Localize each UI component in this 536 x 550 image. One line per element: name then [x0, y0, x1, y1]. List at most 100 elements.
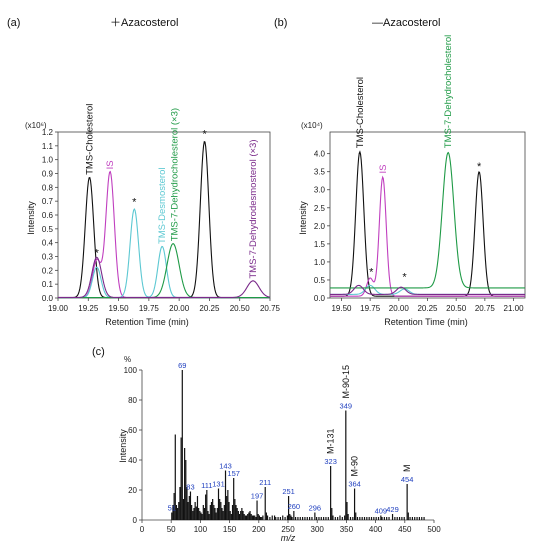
series-line-3 — [330, 151, 525, 289]
y-tick-label: 0 — [133, 516, 138, 525]
y-tick-label: 2.5 — [314, 204, 326, 213]
series-line-0 — [330, 150, 525, 297]
mz-peak-label: 296 — [309, 504, 322, 513]
mz-peak-label: 143 — [219, 462, 232, 471]
x-tick-label: 20.25 — [199, 304, 220, 313]
mz-peak-label: 211 — [259, 478, 271, 487]
peak-label: TMS-7-Dehydrocholesterol — [443, 35, 454, 149]
panel-a-subtitle: ＋Azacosterol — [110, 17, 178, 29]
panel-c-x-axis-label: m/z — [281, 533, 296, 543]
series-line-2 — [330, 284, 525, 295]
series-line-1 — [330, 175, 525, 297]
x-tick-label: 19.75 — [360, 304, 381, 313]
mz-peak-label: 111 — [201, 481, 212, 490]
x-tick-label: 0 — [140, 525, 145, 534]
panel-a-plot: 0.0 0.1 0.2 0.3 0.4 0.5 0.6 0.7 0.8 0.9 1.0 1.1 1.2 1… — [42, 104, 281, 313]
y-tick-label: 0.5 — [42, 225, 54, 234]
panel-a-x-axis-label: Retention Time (min) — [105, 317, 189, 327]
fragment-label: M-90-15 — [341, 365, 351, 399]
mz-peak-label: 83 — [186, 483, 194, 492]
y-tick-label: 20 — [128, 486, 137, 495]
x-tick-label: 500 — [427, 525, 441, 534]
x-tick-label: 400 — [369, 525, 383, 534]
mz-peak-label: 323 — [324, 457, 337, 466]
x-tick-label: 250 — [281, 525, 295, 534]
x-tick-label: 450 — [398, 525, 412, 534]
x-tick-label: 19.50 — [109, 304, 130, 313]
x-tick-label: 150 — [223, 525, 237, 534]
mz-peak-label: 429 — [386, 505, 399, 514]
y-tick-label: 1.2 — [42, 128, 54, 137]
panel-c-label: (c) — [92, 346, 105, 358]
y-tick-label: 0.2 — [42, 266, 54, 275]
x-tick-label: 20.50 — [446, 304, 467, 313]
y-tick-label: 0.9 — [42, 170, 54, 179]
panel-a: (a) ＋Azacosterol (x10⁶) Intensity Retent… — [7, 17, 281, 327]
x-tick-label: 20.00 — [389, 304, 410, 313]
mz-peak-label: 260 — [288, 502, 301, 511]
panel-c-plot: 0 20 40 60 80 100 0 50 100 150 200 250 300 350 400 450 5… — [124, 361, 442, 534]
peak-asterisk: * — [95, 248, 100, 260]
x-tick-label: 20.00 — [169, 304, 190, 313]
x-tick-label: 20.25 — [417, 304, 438, 313]
y-tick-label: 0.4 — [42, 239, 54, 248]
mz-peak-label: 51 — [168, 504, 176, 513]
panel-b-x-axis-label: Retention Time (min) — [384, 317, 468, 327]
panel-a-y-axis-label: Intensity — [26, 201, 36, 235]
fragment-label: M — [402, 465, 412, 473]
mz-peak-label: 364 — [348, 480, 361, 489]
panel-c-y-axis-label: Intensity — [118, 429, 128, 463]
mz-peak-label: 131 — [212, 480, 225, 489]
panel-b-label: (b) — [274, 17, 287, 29]
x-tick-label: 50 — [167, 525, 176, 534]
panel-a-label: (a) — [7, 17, 20, 29]
panel-b-plot: 0.0 0.5 1.0 1.5 2.0 2.5 3.0 3.5 4.0 19.50 19.75 20.… — [314, 35, 526, 313]
mz-peak-label: 251 — [282, 487, 295, 496]
x-tick-label: 350 — [340, 525, 354, 534]
peak-label: TMS-7-Dehydrocholesterol (×3) — [169, 108, 180, 241]
peak-label: TMS-Cholesterol — [355, 77, 366, 148]
y-tick-label: 1.1 — [42, 142, 54, 151]
peak-label: IS — [378, 165, 389, 174]
y-tick-label: 0.7 — [42, 197, 54, 206]
y-tick-label: 0.8 — [42, 183, 54, 192]
peak-label: TMS-Desmosterol — [157, 168, 168, 245]
y-tick-label: 60 — [128, 426, 137, 435]
peak-asterisk: * — [132, 196, 137, 208]
panel-c-percent-label: % — [124, 355, 131, 364]
y-tick-label: 0.0 — [42, 294, 54, 303]
x-tick-label: 19.75 — [139, 304, 160, 313]
mz-peak-label: 454 — [401, 475, 414, 484]
y-tick-label: 0.3 — [42, 253, 54, 262]
x-tick-label: 20.75 — [475, 304, 496, 313]
peak-asterisk: * — [202, 129, 207, 141]
peak-label: TMS-Cholesterol — [84, 104, 95, 175]
peak-asterisk: * — [369, 267, 374, 279]
peak-asterisk: * — [402, 272, 407, 284]
mz-peak-label: 197 — [251, 492, 264, 501]
y-tick-label: 4.0 — [314, 150, 326, 159]
y-tick-label: 2.0 — [314, 222, 326, 231]
y-tick-label: 0.6 — [42, 211, 54, 220]
peak-label: TMS-7-Dehydrodesmosterol (×3) — [248, 140, 259, 279]
x-tick-label: 19.50 — [331, 304, 352, 313]
mz-peak-label: 349 — [340, 402, 353, 411]
fragment-label: M-131 — [326, 428, 336, 454]
panel-b-y-multiplier: (x10⁴) — [301, 121, 323, 130]
y-tick-label: 0.5 — [314, 276, 326, 285]
peak-label: IS — [105, 160, 116, 169]
y-tick-label: 0.0 — [314, 294, 326, 303]
x-tick-label: 20.75 — [260, 304, 281, 313]
x-tick-label: 19.25 — [78, 304, 99, 313]
mz-peak-label: 409 — [375, 507, 388, 516]
x-tick-label: 19.00 — [48, 304, 69, 313]
x-tick-label: 20.50 — [230, 304, 251, 313]
y-tick-label: 0.1 — [42, 280, 54, 289]
mz-peak-label: 157 — [227, 469, 240, 478]
y-tick-label: 1.0 — [314, 258, 326, 267]
y-tick-label: 3.5 — [314, 168, 326, 177]
x-tick-label: 300 — [311, 525, 325, 534]
peak-asterisk: * — [477, 161, 482, 173]
x-tick-label: 200 — [252, 525, 266, 534]
